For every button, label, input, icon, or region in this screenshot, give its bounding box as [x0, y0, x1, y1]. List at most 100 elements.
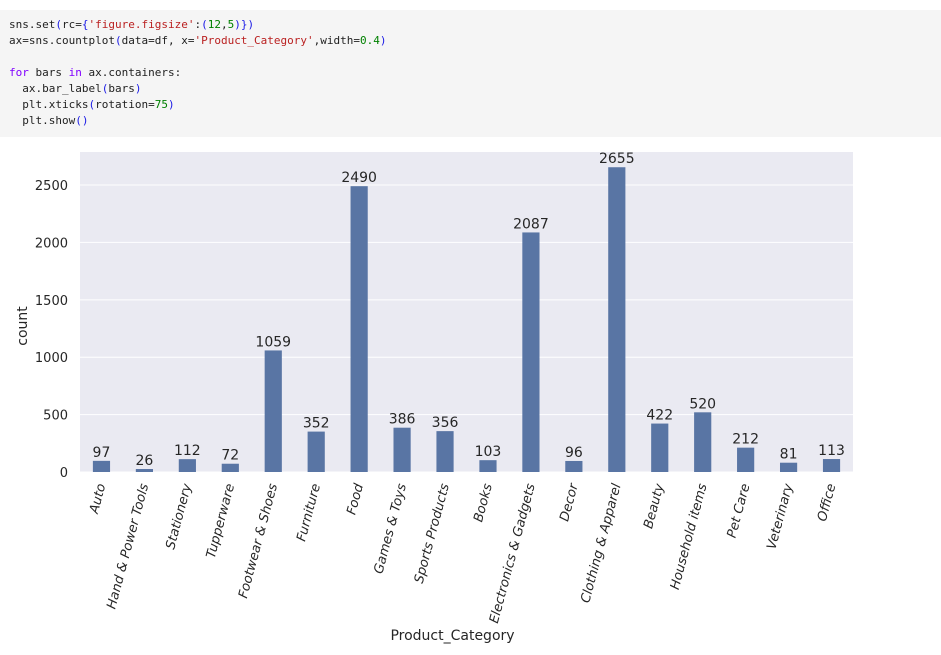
bar [565, 460, 583, 472]
bar-value-label: 81 [780, 447, 798, 463]
x-axis-label: Product_Category [390, 628, 514, 644]
x-tick-label: Pet Care [725, 482, 754, 539]
bar [522, 232, 540, 472]
code-token: ( [114, 34, 122, 47]
bar [694, 412, 712, 472]
code-token: , [220, 18, 228, 31]
y-tick-label: 2500 [35, 179, 68, 194]
code-token: 0.4 [360, 34, 380, 47]
x-tick-label: Food [344, 481, 367, 516]
bar [178, 459, 196, 472]
code-token: data=df, x= [121, 34, 195, 47]
code-token: bars [108, 82, 135, 95]
bar-value-label: 386 [389, 412, 416, 428]
bar [221, 463, 239, 472]
x-tick-label: Household items [668, 482, 711, 591]
x-tick-label: Hand & Power Tools [104, 482, 152, 611]
bar-value-label: 1059 [255, 334, 291, 350]
bar-value-label: 96 [565, 445, 583, 461]
code-token: ax.bar_label [9, 82, 102, 95]
x-tick-label: Office [815, 482, 839, 523]
bar-value-label: 112 [174, 443, 201, 459]
code-token: } [240, 18, 248, 31]
bar-value-label: 2655 [599, 151, 635, 167]
code-line: ax=sns.countplot(data=df, x='Product_Cat… [9, 33, 941, 49]
y-tick-label: 1000 [35, 351, 68, 366]
bar-value-label: 352 [303, 416, 330, 432]
code-token: ) [379, 34, 387, 47]
x-tick-label: Footwear & Shoes [236, 482, 281, 600]
code-token: plt.show [9, 114, 76, 127]
plot-background [80, 152, 853, 472]
x-tick-label: Decor [557, 481, 582, 524]
x-tick-label: Tupperware [204, 482, 238, 560]
y-axis-label: count [15, 306, 31, 346]
bar [92, 460, 111, 472]
bar [307, 431, 325, 472]
code-token: 75 [154, 98, 168, 111]
bar-value-label: 2087 [513, 216, 549, 232]
y-tick-label: 0 [60, 466, 68, 481]
x-tick-label: Stationery [163, 482, 195, 551]
code-cell[interactable]: sns.set(rc={'figure.figsize':(12,5)}) ax=… [0, 10, 941, 137]
code-token: 'Product_Category' [194, 34, 314, 47]
code-token: in [68, 66, 82, 79]
x-tick-label: Sports Products [412, 482, 453, 585]
code-token: ax.containers: [81, 66, 182, 79]
code-token: ( [88, 98, 96, 111]
code-token: ( [55, 18, 62, 31]
bar-value-label: 422 [646, 408, 673, 424]
code-token: ,width= [313, 34, 361, 47]
code-token: for [9, 66, 29, 79]
bar-value-label: 72 [221, 448, 239, 464]
code-line: for bars in ax.containers: [9, 65, 941, 81]
bar [393, 427, 411, 472]
code-token: 5 [227, 18, 235, 31]
code-token: () [75, 114, 89, 127]
code-line: ax.bar_label(bars) [9, 81, 941, 97]
code-token: 12 [207, 18, 221, 31]
bar [822, 459, 841, 472]
x-tick-label: Auto [87, 482, 110, 516]
bar-value-label: 26 [136, 453, 154, 469]
y-tick-label: 1500 [35, 294, 68, 309]
bar-value-label: 212 [732, 432, 759, 448]
code-token: plt.xticks [9, 98, 89, 111]
bar [479, 460, 497, 472]
x-tick-label: Furniture [294, 482, 324, 543]
code-line: sns.set(rc={'figure.figsize':(12,5)}) [9, 17, 941, 33]
code-line: plt.show() [9, 113, 941, 129]
bar-value-label: 356 [432, 415, 459, 431]
code-token: ax=sns.countplot [9, 34, 115, 47]
bar [436, 431, 454, 472]
bar-value-label: 97 [93, 445, 111, 461]
bar [737, 447, 755, 472]
code-token: rc= [61, 18, 82, 31]
code-token: ) [134, 82, 142, 95]
code-token: sns.set [9, 18, 56, 31]
bar-value-label: 103 [475, 444, 502, 460]
x-tick-label: Games & Toys [371, 482, 410, 576]
code-token: ) [167, 98, 175, 111]
x-tick-label: Beauty [641, 482, 667, 531]
x-tick-label: Clothing & Apparel [578, 482, 624, 605]
code-token: ( [101, 82, 109, 95]
bar-value-label: 2490 [341, 170, 377, 186]
bar [651, 423, 669, 472]
code-token: rotation= [95, 98, 155, 111]
code-token: ( [201, 18, 208, 31]
code-line: plt.xticks(rotation=75) [9, 97, 941, 113]
bar [779, 462, 798, 472]
x-tick-label: Books [471, 482, 496, 524]
bar-value-label: 113 [818, 443, 845, 459]
bar [350, 186, 368, 472]
code-token: ) [234, 18, 241, 31]
y-tick-label: 2000 [35, 236, 68, 251]
bar [608, 167, 626, 472]
code-token: { [81, 18, 89, 31]
code-token: bars [28, 66, 69, 79]
y-tick-label: 500 [43, 409, 68, 424]
countplot-chart: 0 500 1000 1500 2000 2500 97 Auto 26 Hand & Power… [15, 151, 853, 644]
code-token: 'figure.figsize' [88, 18, 195, 31]
bar [264, 350, 282, 472]
